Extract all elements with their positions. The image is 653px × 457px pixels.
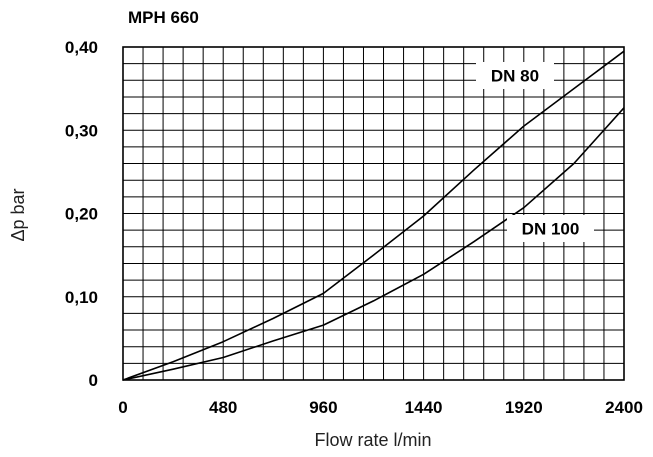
series-label-background [476, 62, 554, 89]
x-tick-label: 2400 [605, 398, 643, 417]
series-label-background [507, 215, 594, 242]
x-tick-labels: 0 480 960 1440 1920 2400 [118, 398, 643, 417]
plot-frame [122, 46, 625, 381]
x-tick-label: 1440 [405, 398, 443, 417]
y-tick-label: 0,40 [65, 38, 98, 57]
y-tick-label: 0,30 [65, 121, 98, 140]
y-tick-label: 0,20 [65, 205, 98, 224]
x-tick-label: 1920 [505, 398, 543, 417]
series-lines [122, 50, 625, 381]
y-tick-label: 0 [89, 371, 98, 390]
y-axis-label: Δp bar [8, 188, 28, 241]
chart-title: MPH 660 [128, 8, 199, 27]
series-label: DN 100 [522, 220, 580, 239]
grid [123, 47, 624, 380]
x-axis-label: Flow rate l/min [314, 430, 431, 450]
series-line [122, 107, 625, 381]
x-tick-label: 960 [309, 398, 337, 417]
y-tick-labels: 0 0,10 0,20 0,30 0,40 [65, 38, 98, 390]
x-tick-label: 480 [209, 398, 237, 417]
series-labels: DN 80 DN 100 [476, 62, 594, 242]
y-tick-label: 0,10 [65, 288, 98, 307]
series-label: DN 80 [491, 67, 539, 86]
series-line [122, 50, 625, 381]
x-tick-label: 0 [118, 398, 127, 417]
